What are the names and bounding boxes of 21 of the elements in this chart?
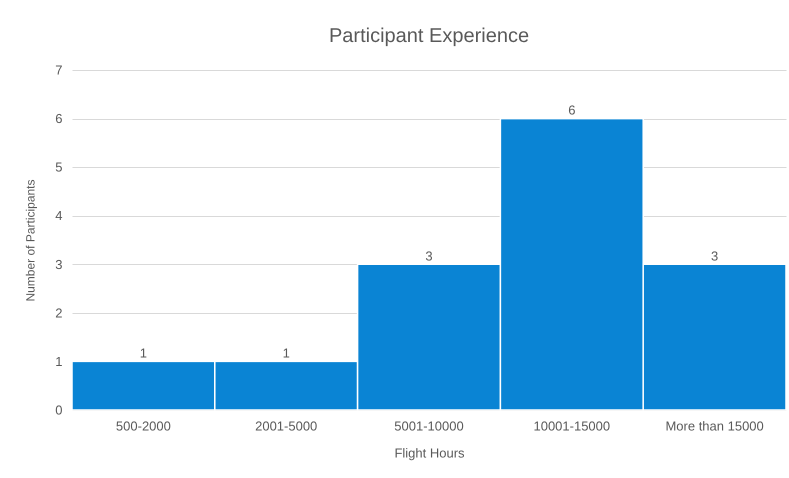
x-tick-label: More than 15000	[665, 418, 764, 434]
data-label: 6	[568, 102, 576, 118]
y-tick-label: 7	[55, 62, 62, 78]
data-label: 3	[425, 248, 433, 264]
x-tick-label: 500-2000	[116, 418, 171, 434]
y-tick-label: 2	[55, 305, 62, 320]
x-axis-title: Flight Hours	[394, 446, 466, 460]
x-tick-label: 2001-5000	[255, 418, 318, 434]
y-tick-label: 0	[55, 402, 62, 418]
y-tick-label: 1	[55, 354, 62, 369]
x-tick-label: 10001-15000	[533, 418, 610, 434]
y-tick-label: 6	[55, 111, 62, 126]
y-tick-label: 4	[55, 208, 62, 224]
y-tick-label: 5	[55, 160, 62, 175]
data-label: 3	[710, 248, 718, 264]
y-axis-title: Number of Participants	[23, 179, 38, 302]
data-label: 1	[140, 345, 148, 360]
y-tick-label: 3	[55, 256, 62, 272]
data-label: 1	[282, 345, 290, 360]
chart-title: Participant Experience	[328, 25, 530, 47]
x-tick-label: 5001-10000	[394, 418, 464, 434]
